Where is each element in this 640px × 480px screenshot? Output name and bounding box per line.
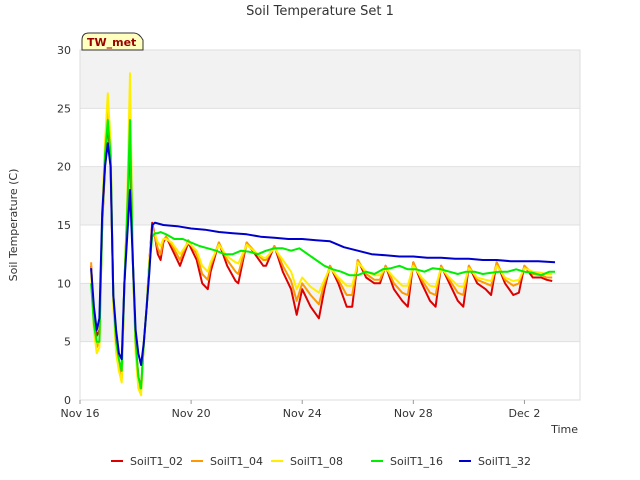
y-axis-label: Soil Temperature (C) bbox=[7, 169, 20, 282]
series-lines bbox=[90, 72, 556, 397]
legend-item-soilt1_16: SoilT1_16 bbox=[371, 455, 443, 468]
background-band bbox=[80, 166, 580, 225]
background-band bbox=[80, 283, 580, 342]
background-band bbox=[80, 341, 580, 400]
y-tick-label: 30 bbox=[57, 44, 71, 57]
x-axis-ticks: Nov 16 Nov 20 Nov 24 Nov 28 Dec 2 bbox=[61, 400, 541, 420]
y-tick-label: 0 bbox=[64, 394, 71, 407]
background-band bbox=[80, 108, 580, 167]
legend-label: SoilT1_02 bbox=[130, 455, 183, 468]
y-axis-ticks: 0 5 10 15 20 25 30 bbox=[57, 44, 71, 407]
x-tick-label: Nov 28 bbox=[394, 407, 433, 420]
x-tick-label: Nov 16 bbox=[61, 407, 100, 420]
y-tick-label: 20 bbox=[57, 161, 71, 174]
site-label-text: TW_met bbox=[87, 36, 136, 49]
x-tick-label: Nov 24 bbox=[283, 407, 322, 420]
series-line-soilt1_08 bbox=[90, 72, 553, 397]
legend-item-soilt1_32: SoilT1_32 bbox=[459, 455, 531, 468]
chart-title: Soil Temperature Set 1 bbox=[246, 4, 394, 19]
y-tick-label: 15 bbox=[57, 219, 71, 232]
x-axis-label: Time bbox=[550, 423, 578, 436]
legend-label: SoilT1_32 bbox=[478, 455, 531, 468]
background-band bbox=[80, 225, 580, 284]
legend-item-soilt1_02: SoilT1_02 bbox=[111, 455, 183, 468]
legend-label: SoilT1_16 bbox=[390, 455, 443, 468]
x-tick-label: Nov 20 bbox=[172, 407, 211, 420]
legend-item-soilt1_04: SoilT1_04 bbox=[191, 455, 263, 468]
background-band bbox=[80, 50, 580, 109]
legend-item-soilt1_08: SoilT1_08 bbox=[271, 455, 343, 468]
plot-area-frame bbox=[79, 49, 581, 401]
legend: SoilT1_02 SoilT1_04 SoilT1_08 SoilT1_16 Soil… bbox=[111, 455, 531, 468]
legend-label: SoilT1_08 bbox=[290, 455, 343, 468]
site-label-badge: TW_met bbox=[81, 32, 144, 51]
y-tick-label: 5 bbox=[64, 336, 71, 349]
y-tick-label: 10 bbox=[57, 277, 71, 290]
y-tick-label: 25 bbox=[57, 102, 71, 115]
site-label-box bbox=[81, 32, 144, 51]
series-line-soilt1_32 bbox=[90, 142, 556, 366]
plot-background-bands bbox=[80, 50, 580, 400]
legend-label: SoilT1_04 bbox=[210, 455, 263, 468]
x-tick-label: Dec 2 bbox=[509, 407, 541, 420]
